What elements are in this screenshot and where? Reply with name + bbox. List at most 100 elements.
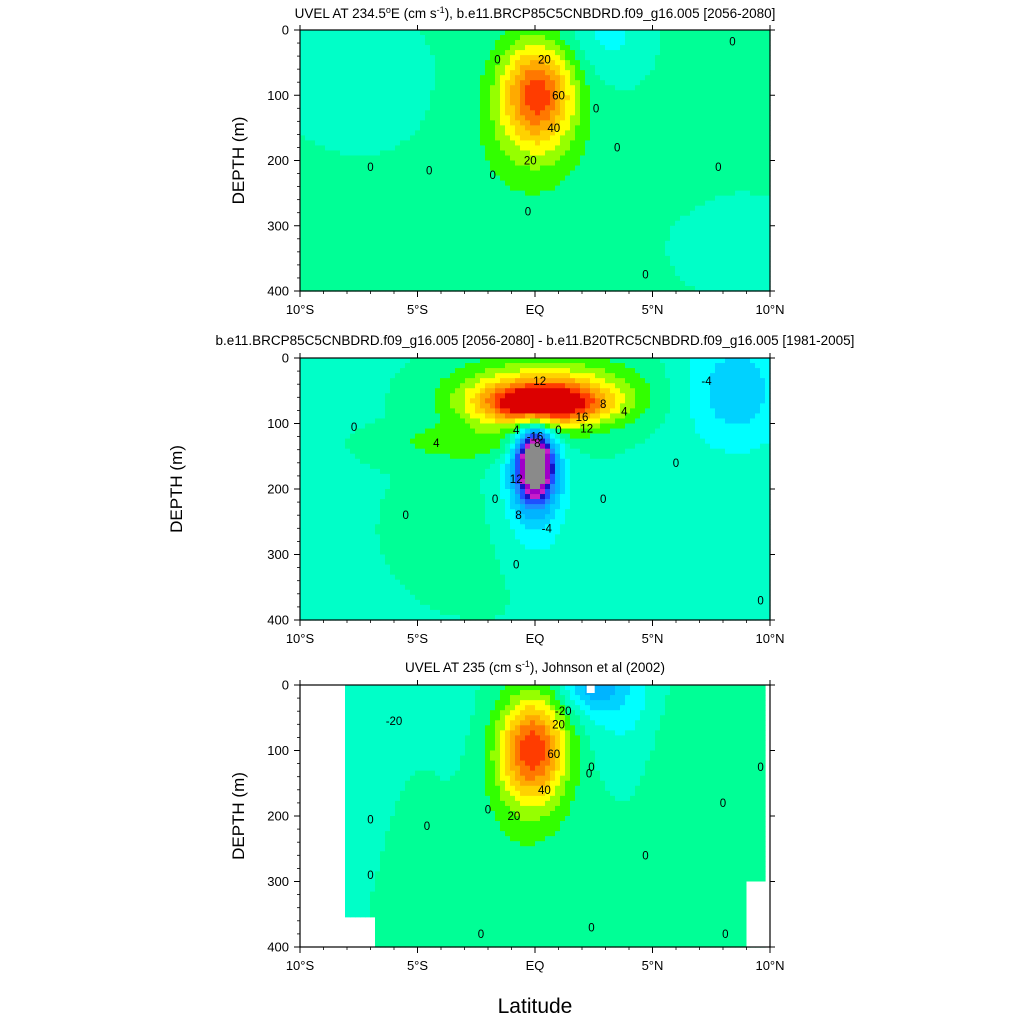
contour-cell — [710, 280, 716, 287]
contour-cell — [610, 270, 616, 277]
contour-cell — [715, 250, 721, 257]
contour-cell — [355, 240, 361, 247]
contour-cell — [380, 220, 386, 227]
contour-cell — [350, 50, 356, 56]
contour-cell — [320, 110, 326, 116]
contour-cell — [755, 215, 761, 222]
contour-cell — [440, 140, 446, 147]
contour-cell — [400, 200, 406, 207]
contour-cell — [650, 185, 656, 192]
contour-cell — [585, 40, 591, 46]
contour-cell — [300, 205, 306, 212]
contour-cell — [650, 105, 656, 111]
contour-cell — [345, 230, 351, 237]
contour-cell — [755, 265, 761, 272]
contour-cell — [395, 210, 401, 217]
contour-cell — [750, 160, 756, 167]
contour-cell — [715, 185, 721, 192]
contour-cell — [660, 280, 666, 287]
contour-cell — [505, 255, 511, 262]
contour-label: 0 — [614, 142, 620, 154]
contour-cell — [560, 110, 566, 116]
contour-cell — [730, 70, 736, 76]
contour-cell — [630, 170, 636, 177]
contour-cell — [620, 90, 626, 96]
contour-cell — [380, 50, 386, 56]
contour-cell — [390, 175, 396, 182]
contour-cell — [650, 200, 656, 207]
contour-label: 20 — [524, 156, 537, 168]
contour-cell — [420, 150, 426, 157]
contour-cell — [700, 90, 706, 96]
contour-cell — [705, 165, 711, 172]
contour-cell — [365, 230, 371, 237]
contour-cell — [710, 135, 716, 142]
contour-cell — [400, 180, 406, 187]
contour-cell — [565, 195, 571, 202]
contour-cell — [570, 95, 576, 101]
contour-cell — [530, 135, 536, 142]
contour-cell — [570, 200, 576, 207]
contour-cell — [305, 175, 311, 182]
contour-cell — [555, 145, 561, 152]
contour-cell — [625, 30, 631, 36]
contour-cell — [665, 90, 671, 96]
contour-cell — [735, 45, 741, 51]
contour-cell — [710, 220, 716, 227]
contour-cell — [345, 115, 351, 121]
contour-cell — [590, 45, 596, 51]
contour-cell — [595, 115, 601, 121]
contour-cell — [315, 35, 321, 41]
contour-cell — [565, 70, 571, 76]
contour-cell — [370, 95, 376, 101]
contour-cell — [430, 170, 436, 177]
contour-cell — [390, 125, 396, 131]
contour-cell — [475, 70, 481, 76]
contour-cell — [445, 60, 451, 66]
contour-cell — [490, 195, 496, 202]
contour-cell — [305, 100, 311, 106]
contour-cell — [510, 35, 516, 41]
contour-cell — [555, 275, 561, 282]
contour-cell — [530, 225, 536, 232]
contour-cell — [535, 40, 541, 46]
contour-cell — [755, 175, 761, 182]
contour-cell — [640, 175, 646, 182]
contour-cell — [345, 130, 351, 136]
contour-cell — [430, 40, 436, 46]
contour-cell — [550, 230, 556, 237]
contour-cell — [710, 210, 716, 217]
contour-cell — [315, 190, 321, 197]
contour-cell — [365, 270, 371, 277]
contour-cell — [605, 185, 611, 192]
contour-cell — [535, 60, 541, 66]
contour-cell — [345, 155, 351, 162]
contour-cell — [735, 215, 741, 222]
contour-cell — [325, 155, 331, 162]
contour-cell — [495, 175, 501, 182]
contour-cell — [305, 105, 311, 111]
contour-cell — [530, 160, 536, 167]
contour-cell — [480, 245, 486, 252]
contour-cell — [560, 200, 566, 207]
contour-cell — [410, 130, 416, 136]
contour-cell — [555, 285, 561, 292]
contour-cell — [735, 110, 741, 116]
contour-cell — [560, 240, 566, 247]
contour-label: 0 — [642, 270, 648, 282]
contour-cell — [630, 55, 636, 61]
contour-cell — [330, 155, 336, 162]
contour-cell — [750, 185, 756, 192]
contour-cell — [570, 65, 576, 71]
contour-cell — [650, 250, 656, 257]
contour-cell — [515, 160, 521, 167]
contour-cell — [575, 120, 581, 126]
contour-cell — [480, 45, 486, 51]
contour-cell — [700, 60, 706, 66]
contour-cell — [410, 170, 416, 177]
contour-cell — [675, 50, 681, 56]
contour-cell — [645, 75, 651, 81]
contour-cell — [435, 30, 441, 36]
contour-cell — [465, 50, 471, 56]
contour-cell — [590, 80, 596, 86]
